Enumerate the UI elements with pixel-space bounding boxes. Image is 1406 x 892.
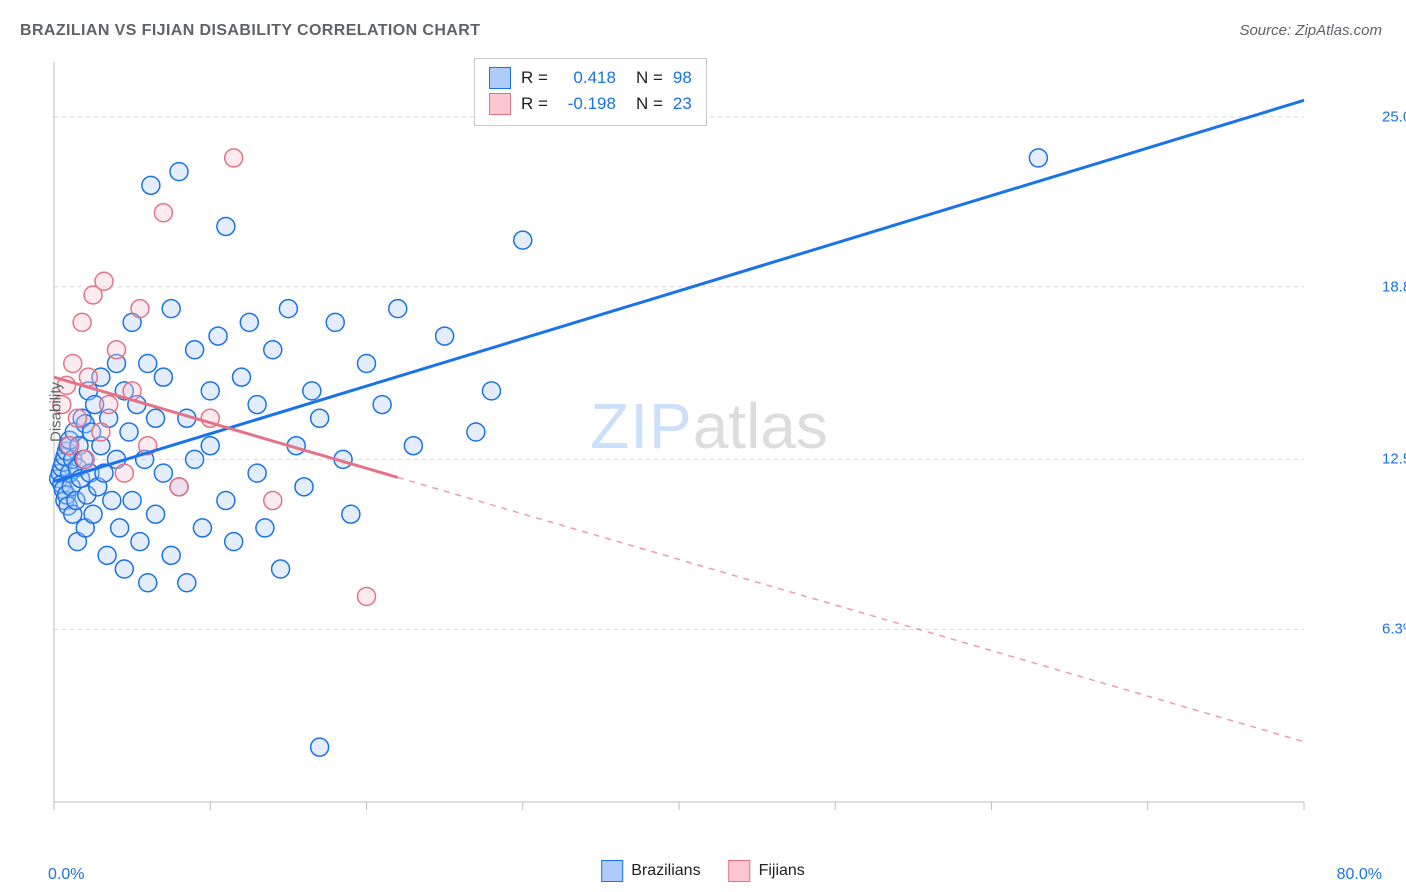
stats-r-value: -0.198: [558, 91, 616, 117]
x-axis-max-label: 80.0%: [1337, 866, 1382, 884]
y-tick-label: 18.8%: [1382, 278, 1406, 295]
legend-item-fijians: Fijians: [729, 860, 805, 882]
stats-r-label: R =: [521, 65, 548, 91]
legend-swatch-brazilians: [601, 860, 623, 882]
stats-legend-box: R = 0.418 N = 98 R = -0.198 N = 23: [474, 58, 707, 126]
x-axis-min-label: 0.0%: [48, 866, 84, 884]
legend-item-brazilians: Brazilians: [601, 860, 700, 882]
plot-area: Disability ZIPatlas R =0.418N =98R =-0.1…: [44, 52, 1374, 832]
stats-swatch: [489, 93, 511, 115]
legend-label-brazilians: Brazilians: [631, 862, 700, 879]
stats-n-label: N =: [636, 65, 663, 91]
source-label: Source: ZipAtlas.com: [1239, 22, 1382, 39]
series-legend: Brazilians Fijians: [601, 860, 805, 882]
y-tick-label: 12.5%: [1382, 451, 1406, 468]
stats-n-label: N =: [636, 91, 663, 117]
legend-label-fijians: Fijians: [759, 862, 805, 879]
stats-r-label: R =: [521, 91, 548, 117]
chart-title: BRAZILIAN VS FIJIAN DISABILITY CORRELATI…: [20, 22, 480, 40]
chart-svg: [44, 52, 1374, 832]
stats-swatch: [489, 67, 511, 89]
y-axis-label: Disability: [48, 382, 65, 442]
stats-row: R = 0.418 N = 98: [489, 65, 692, 91]
stats-row: R = -0.198 N = 23: [489, 91, 692, 117]
legend-swatch-fijians: [729, 860, 751, 882]
y-tick-label: 25.0%: [1382, 108, 1406, 125]
stats-r-value: 0.418: [558, 65, 616, 91]
stats-n-value: 23: [673, 91, 692, 117]
stats-n-value: 98: [673, 65, 692, 91]
y-tick-label: 6.3%: [1382, 621, 1406, 638]
